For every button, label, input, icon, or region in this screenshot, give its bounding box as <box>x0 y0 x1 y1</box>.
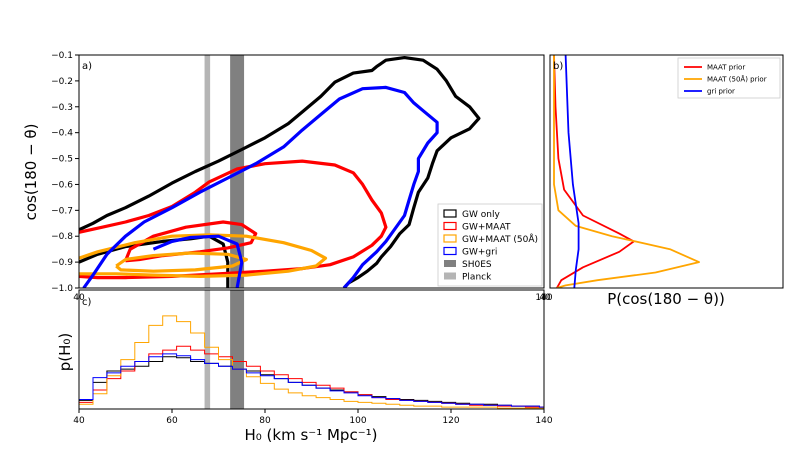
legend-b-label: MAAT prior <box>707 64 745 72</box>
legend-a-swatch <box>444 260 456 267</box>
legend-a-swatch <box>443 209 457 218</box>
contour-gw-gri-1 <box>152 234 244 288</box>
c-x-tick-label: 40 <box>73 416 85 426</box>
panel-a: −0.1 −0.2 −0.3 −0.4 −0.5 −0.6 −0.7 −0.8 −0.9 −1.0… <box>22 51 553 303</box>
c-reference-bands <box>204 290 245 409</box>
legend-a-label: SH0ES <box>462 260 492 270</box>
contour-gw-only-0 <box>79 56 481 288</box>
panel-b: b) 40 P(cos(180 − θ)) MAAT prior MAAT (50… <box>539 54 784 308</box>
a-contours <box>79 56 481 288</box>
prior-maat-prior <box>553 55 635 288</box>
c-x-axis-label: H₀ (km s⁻¹ Mpc⁻¹) <box>245 426 378 444</box>
c-y-axis-label: p(H₀) <box>56 333 74 372</box>
band-sh0es <box>230 290 245 409</box>
c-x-tick-label: 100 <box>349 416 366 426</box>
legend-a-box <box>437 203 543 287</box>
panel-c-frame <box>78 289 545 410</box>
contour-gw-maat-50--0 <box>79 233 328 278</box>
c-x-tick-label: 80 <box>259 416 271 426</box>
a-y-tick-label: −0.6 <box>51 180 73 190</box>
legend-a-label: GW only <box>462 210 500 220</box>
legend-a-label: GW+gri <box>462 248 497 258</box>
c-x-tick-label: 120 <box>442 416 459 426</box>
b-x-tick: 40 <box>539 293 551 303</box>
c-x-tick-label: 140 <box>535 416 552 426</box>
legend-b: MAAT prior MAAT (50Å) prior gri prior <box>677 57 781 99</box>
legend-a-label: GW+MAAT (50Å) <box>462 233 538 245</box>
panel-b-label: b) <box>553 61 563 72</box>
a-y-tick-label: −0.2 <box>51 77 73 87</box>
band-planck <box>204 55 211 288</box>
a-y-tick-label: −0.3 <box>51 103 73 113</box>
hist-gw-gri <box>79 353 544 409</box>
panel-b-frame <box>549 54 784 289</box>
panel-c: c) 40 60 80 100 120 140 p(H₀) H₀ (km s⁻¹ Mpc⁻… <box>56 289 553 444</box>
a-y-tick-label: −1.0 <box>51 284 73 294</box>
contour-gw-gri-0 <box>82 85 439 288</box>
legend-a-swatch <box>443 234 457 243</box>
legend-b-label: gri prior <box>707 88 735 96</box>
legend-a-label: Planck <box>462 273 492 283</box>
a-y-ticks: −0.1 −0.2 −0.3 −0.4 −0.5 −0.6 −0.7 −0.8 −0.9 −1.0 <box>51 51 79 294</box>
legend-b-label: MAAT (50Å) prior <box>707 75 767 84</box>
panel-a-frame <box>78 54 545 289</box>
c-x-ticks: 40 60 80 100 120 140 <box>73 409 553 426</box>
a-y-tick-label: −0.7 <box>51 206 73 216</box>
contour-gw-maat-50--1 <box>115 251 248 273</box>
b-prior-curves <box>553 55 700 288</box>
a-y-tick-label: −0.1 <box>51 51 73 61</box>
hist-gw-maat-50- <box>79 315 544 409</box>
b-x-axis-label: P(cos(180 − θ)) <box>607 290 725 308</box>
legend-a-swatch <box>444 272 456 280</box>
panel-c-label: c) <box>82 297 91 308</box>
legend-a-swatch <box>443 221 457 231</box>
panel-a-label: a) <box>82 61 92 72</box>
hist-gw-maat <box>79 345 544 409</box>
a-y-tick-label: −0.8 <box>51 232 73 242</box>
c-histograms <box>79 315 544 409</box>
prior-maat-50-prior <box>553 55 700 288</box>
a-y-axis-label: cos(180 − θ) <box>22 124 40 221</box>
a-y-tick-label: −0.5 <box>51 155 73 165</box>
legend-a-swatch <box>443 246 457 256</box>
c-x-tick-label: 60 <box>166 416 178 426</box>
contour-gw-maat-0 <box>79 159 388 280</box>
prior-gri-prior <box>564 55 580 288</box>
a-y-tick-label: −0.4 <box>51 129 73 139</box>
legend-a-label: GW+MAAT <box>462 223 511 233</box>
band-planck <box>204 290 211 409</box>
a-y-tick-label: −0.9 <box>51 258 73 268</box>
